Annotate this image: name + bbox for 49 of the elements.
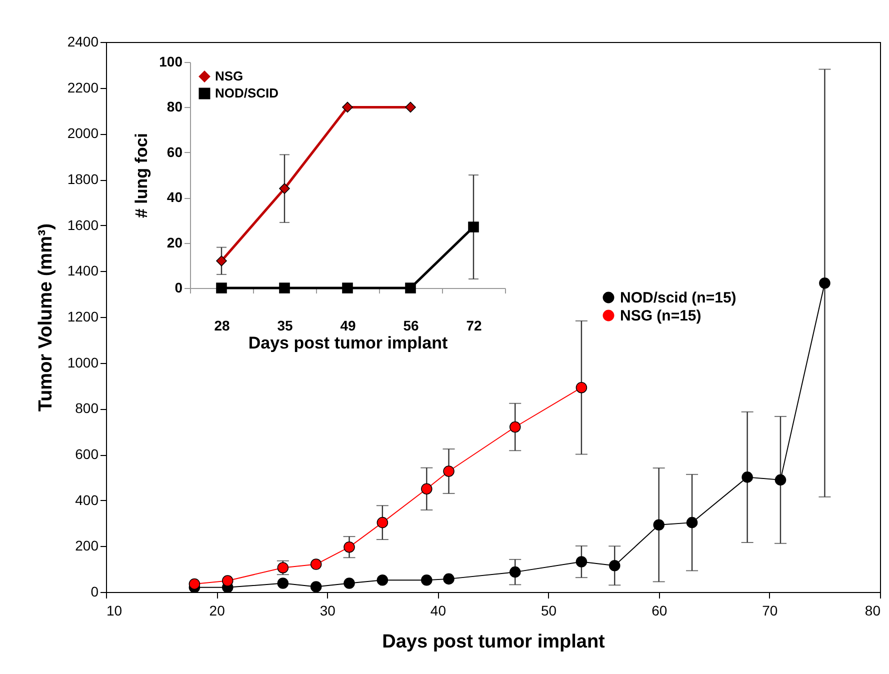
y-tick-label: 800 (75, 400, 99, 416)
y-tick-label: 1800 (67, 171, 99, 187)
legend-label: NSG (215, 68, 244, 84)
y-tick-label: 40 (166, 189, 183, 206)
y-tick-label: 2000 (67, 125, 99, 142)
x-tick-label: 56 (403, 318, 419, 334)
x-tick-label: 30 (320, 602, 336, 618)
x-tick-label: 10 (106, 602, 122, 618)
x-tick-label: 60 (652, 602, 668, 618)
point (216, 282, 227, 294)
y-tick-label: 200 (75, 538, 99, 554)
y-tick-label: 80 (166, 98, 183, 115)
y-tick-label: 2400 (67, 34, 99, 50)
y-tick-label: 2200 (67, 79, 99, 96)
x-tick-label: 50 (540, 602, 557, 618)
y-tick-label: 1400 (67, 262, 99, 279)
y-tick-label: 0 (174, 280, 183, 296)
y-tick-label: 1600 (67, 216, 99, 233)
x-tick-label: 70 (762, 602, 778, 618)
y-tick-label: 1200 (67, 308, 99, 324)
x-tick-label: 80 (864, 602, 881, 618)
x-tick-label: 49 (340, 318, 356, 334)
y-tick-label: 60 (166, 144, 183, 160)
point (405, 102, 416, 113)
point (342, 282, 353, 294)
point (405, 282, 416, 294)
y-axis-title: Tumor Volume (mm³) (35, 223, 56, 412)
legend-label: NOD/scid (n=15) (620, 290, 736, 306)
point (468, 222, 479, 232)
legend-label: NSG (n=15) (620, 308, 702, 324)
y-tick-label: 600 (75, 446, 99, 462)
x-tick-label: 40 (430, 602, 446, 618)
legend-label: NOD/SCID (215, 86, 279, 100)
y-axis-title: # lung foci (132, 133, 152, 218)
point (216, 255, 227, 266)
y-tick-label: 0 (90, 584, 99, 600)
y-tick-label: 100 (159, 54, 183, 70)
x-tick-label: 20 (209, 602, 226, 618)
point (279, 282, 290, 294)
x-tick-label: 28 (214, 318, 230, 334)
x-tick-label: 35 (277, 318, 293, 334)
point (342, 102, 353, 113)
x-axis-title: Days post tumor implant (248, 334, 448, 352)
x-axis-title: Days post tumor implant (382, 632, 606, 652)
y-tick-label: 400 (75, 492, 99, 508)
x-tick-label: 72 (466, 318, 482, 334)
y-tick-label: 1000 (67, 354, 99, 370)
point (279, 183, 290, 194)
y-tick-label: 20 (166, 234, 183, 250)
